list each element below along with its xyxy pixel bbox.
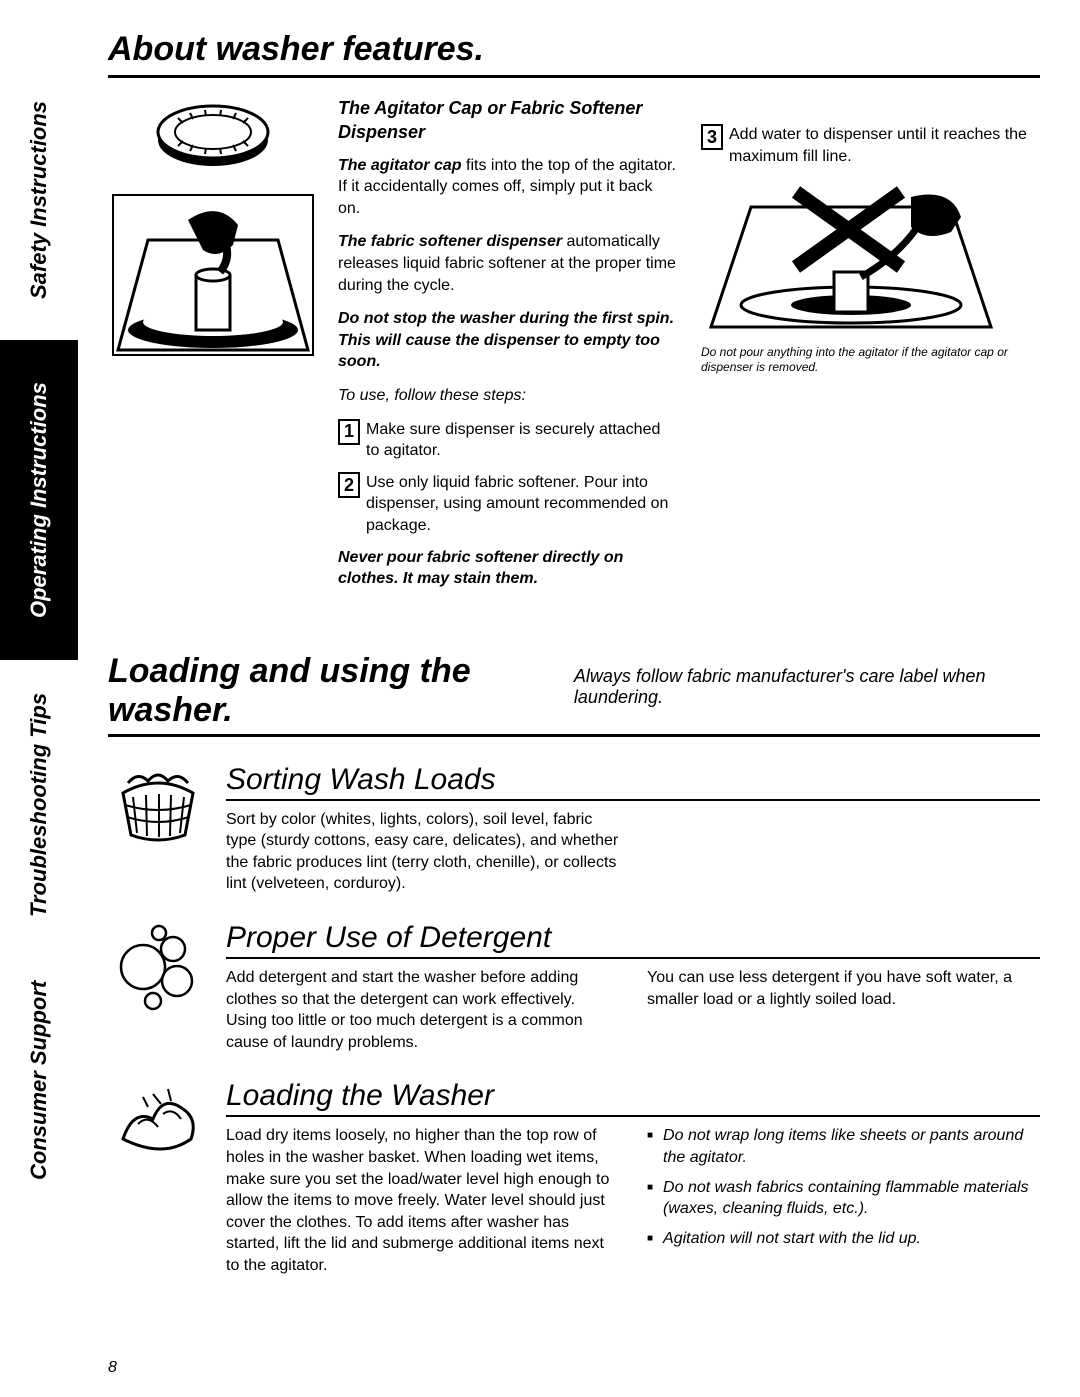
tab-troubleshooting: Troubleshooting Tips	[0, 660, 78, 950]
clothes-pile-icon	[113, 1079, 203, 1159]
sidebar-tabs: Safety Instructions Operating Instructio…	[0, 0, 78, 1397]
page-number: 8	[108, 1359, 117, 1377]
basket-icon	[113, 763, 203, 843]
bubbles-icon	[113, 921, 203, 1011]
tab-safety: Safety Instructions	[0, 60, 78, 340]
topic-sorting: Sorting Wash Loads Sort by color (whites…	[108, 763, 1040, 895]
page-content: About washer features.	[78, 0, 1080, 1397]
do-not-pour-icon	[701, 177, 1001, 337]
topic-loading: Loading the Washer Load dry items loosel…	[108, 1079, 1040, 1276]
topic-detergent: Proper Use of Detergent Add detergent an…	[108, 921, 1040, 1053]
section-title-features: About washer features.	[108, 30, 1040, 69]
section-title-loading: Loading and using the washer.	[108, 652, 566, 730]
tab-operating: Operating Instructions	[0, 340, 78, 660]
tab-consumer-support: Consumer Support	[0, 950, 78, 1210]
agitator-cap-icon	[148, 96, 278, 176]
pour-dispenser-icon	[108, 190, 318, 360]
section-agitator: The Agitator Cap or Fabric Softener Disp…	[108, 96, 1040, 602]
caption-do-not-pour: Do not pour anything into the agitator i…	[701, 345, 1040, 375]
agitator-heading: The Agitator Cap or Fabric Softener Disp…	[338, 96, 677, 145]
